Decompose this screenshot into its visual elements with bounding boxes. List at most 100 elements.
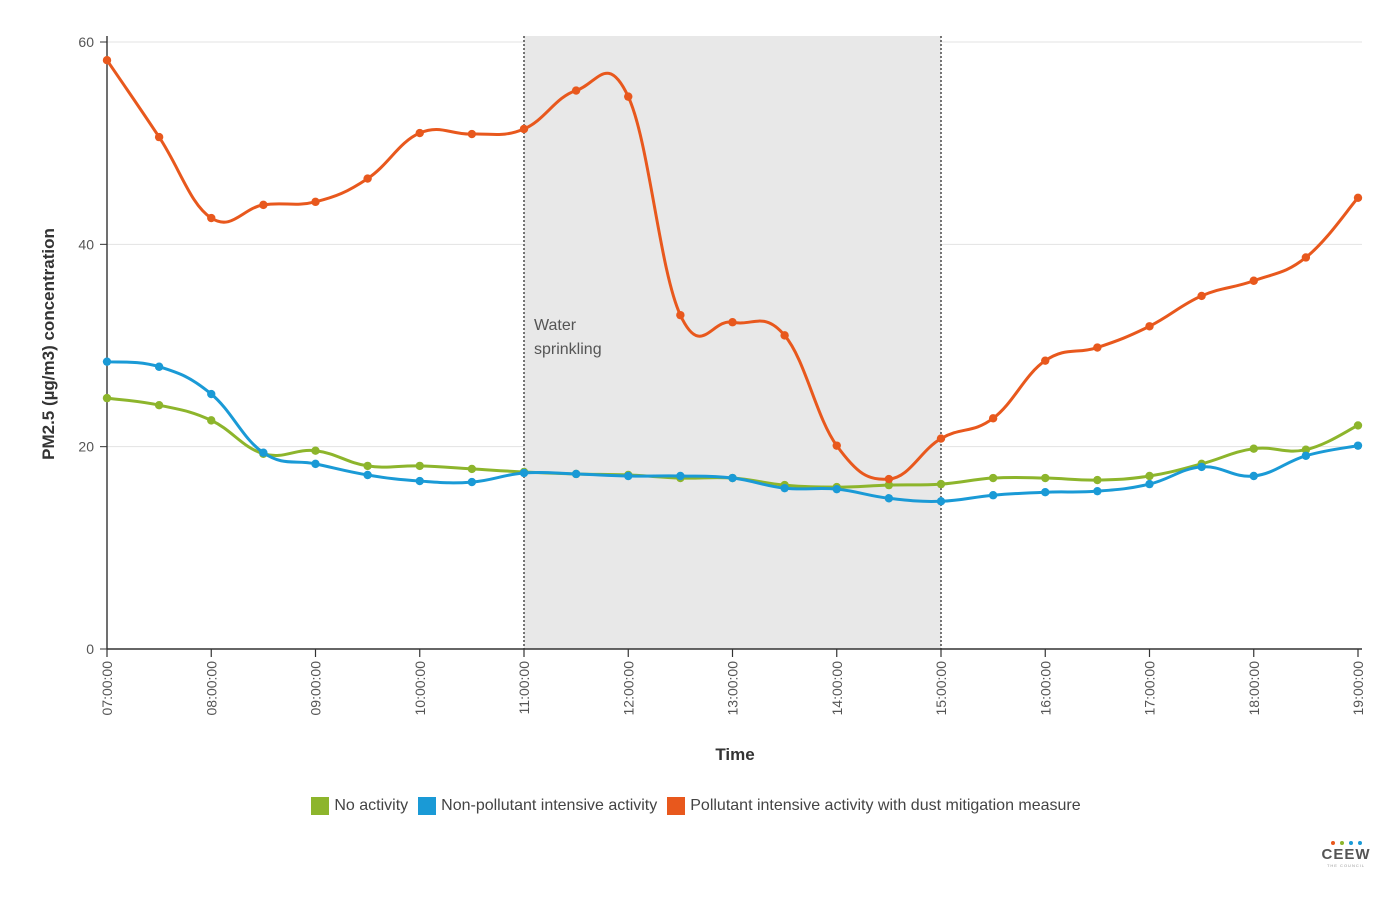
data-point-pollutant-intensive-activity-with-dust-mitigation-measure-11 — [676, 310, 685, 320]
data-point-non-pollutant-intensive-activity-2 — [207, 389, 216, 399]
legend-label: Non-pollutant intensive activity — [441, 797, 658, 814]
y-tick-label-40: 40 — [78, 236, 94, 252]
data-point-non-pollutant-intensive-activity-4 — [311, 459, 320, 469]
data-point-non-pollutant-intensive-activity-24 — [1353, 441, 1363, 450]
data-point-pollutant-intensive-activity-with-dust-mitigation-measure-1 — [154, 132, 164, 142]
data-point-pollutant-intensive-activity-with-dust-mitigation-measure-15 — [884, 474, 894, 484]
logo-dots — [1320, 841, 1372, 847]
band-label-line-1: sprinkling — [534, 341, 602, 358]
x-tick-label: 16:00:00 — [1037, 661, 1053, 716]
data-point-non-pollutant-intensive-activity-16 — [936, 497, 946, 506]
legend-label: Pollutant intensive activity with dust m… — [690, 797, 1081, 814]
data-point-pollutant-intensive-activity-with-dust-mitigation-measure-24 — [1353, 193, 1363, 202]
data-point-no-activity-18 — [1041, 473, 1050, 483]
data-point-pollutant-intensive-activity-with-dust-mitigation-measure-3 — [259, 200, 268, 210]
data-point-non-pollutant-intensive-activity-5 — [363, 470, 372, 480]
data-point-no-activity-24 — [1353, 421, 1363, 430]
series-lines — [102, 56, 1363, 506]
band-label: Water sprinkling — [534, 317, 602, 358]
data-point-non-pollutant-intensive-activity-7 — [467, 477, 477, 487]
axes: 0 20 40 60 07:00:00 08:00:00 09:00:00 10:00:00 1… — [78, 34, 1366, 716]
ceew-logo: CEEW THE COUNCIL — [1320, 841, 1372, 868]
series-non-pollutant-intensive-activity — [102, 357, 1363, 506]
data-point-pollutant-intensive-activity-with-dust-mitigation-measure-2 — [207, 213, 216, 223]
logo-dot-0 — [1330, 841, 1335, 845]
data-point-pollutant-intensive-activity-with-dust-mitigation-measure-17 — [988, 414, 998, 423]
x-tick-label: 17:00:00 — [1142, 661, 1158, 716]
y-tick-label-0: 0 — [86, 641, 94, 657]
water-sprinkling-band: Water sprinkling — [523, 36, 942, 649]
legend-swatch — [418, 797, 437, 815]
data-point-non-pollutant-intensive-activity-21 — [1197, 462, 1206, 472]
data-point-no-activity-0 — [102, 393, 112, 403]
y-tick-label-60: 60 — [78, 34, 94, 50]
chart: Water sprinkling 0 20 40 60 07:00:00 08:00:00 0… — [39, 34, 1366, 764]
x-tick-label: 07:00:00 — [99, 661, 115, 716]
data-point-no-activity-1 — [154, 400, 164, 410]
logo-dot-2 — [1348, 841, 1353, 845]
logo-dot-3 — [1357, 841, 1362, 845]
legend-label: No activity — [334, 797, 409, 814]
data-point-pollutant-intensive-activity-with-dust-mitigation-measure-5 — [363, 174, 372, 183]
logo-subtext: THE COUNCIL — [1326, 863, 1366, 868]
data-point-non-pollutant-intensive-activity-0 — [102, 357, 112, 366]
data-point-no-activity-22 — [1249, 444, 1258, 453]
data-point-non-pollutant-intensive-activity-6 — [415, 476, 424, 486]
data-point-no-activity-17 — [988, 473, 998, 483]
data-point-non-pollutant-intensive-activity-11 — [676, 471, 685, 481]
data-point-non-pollutant-intensive-activity-1 — [154, 362, 164, 371]
data-point-non-pollutant-intensive-activity-17 — [988, 491, 998, 500]
x-tick-label: 08:00:00 — [203, 661, 219, 716]
legend-item-no-activity[interactable]: No activity — [311, 797, 408, 815]
data-point-pollutant-intensive-activity-with-dust-mitigation-measure-14 — [832, 441, 841, 450]
data-point-pollutant-intensive-activity-with-dust-mitigation-measure-21 — [1197, 291, 1206, 301]
x-tick-label: 13:00:00 — [725, 661, 741, 716]
data-point-pollutant-intensive-activity-with-dust-mitigation-measure-13 — [780, 331, 789, 340]
data-point-pollutant-intensive-activity-with-dust-mitigation-measure-7 — [467, 129, 477, 139]
data-point-no-activity-4 — [311, 446, 320, 455]
series-pollutant-intensive-activity-with-dust-mitigation-measure — [102, 56, 1363, 484]
band-fill — [524, 36, 941, 649]
data-point-non-pollutant-intensive-activity-15 — [884, 494, 894, 503]
data-point-no-activity-5 — [363, 461, 372, 471]
legend-item-non-pollutant-intensive-activity[interactable]: Non-pollutant intensive activity — [418, 797, 657, 815]
data-point-non-pollutant-intensive-activity-3 — [259, 448, 268, 457]
data-point-pollutant-intensive-activity-with-dust-mitigation-measure-16 — [936, 434, 946, 443]
data-point-no-activity-7 — [467, 464, 477, 474]
data-point-pollutant-intensive-activity-with-dust-mitigation-measure-19 — [1093, 343, 1102, 352]
data-point-non-pollutant-intensive-activity-8 — [519, 468, 529, 478]
data-point-non-pollutant-intensive-activity-14 — [832, 484, 841, 494]
legend-swatch — [667, 797, 686, 815]
x-tick-label: 14:00:00 — [829, 661, 845, 716]
data-point-no-activity-2 — [207, 416, 216, 425]
y-axis-title: PM2.5 (µg/m3) concentration — [39, 228, 58, 460]
legend: No activity Non-pollutant intensive activ… — [0, 797, 1392, 815]
logo-text: CEEW — [1321, 846, 1371, 863]
legend-item-pollutant-intensive-activity-with-dust-mitigation-measure[interactable]: Pollutant intensive activity with dust m… — [667, 797, 1081, 815]
data-point-no-activity-23 — [1301, 445, 1311, 454]
x-tick-label: 11:00:00 — [516, 661, 532, 715]
data-point-pollutant-intensive-activity-with-dust-mitigation-measure-22 — [1249, 276, 1258, 285]
logo-dot-1 — [1339, 841, 1344, 845]
data-point-pollutant-intensive-activity-with-dust-mitigation-measure-6 — [415, 128, 424, 138]
x-axis-title: Time — [715, 745, 754, 764]
x-tick-label: 09:00:00 — [308, 661, 324, 716]
data-point-no-activity-15 — [884, 480, 894, 490]
data-point-non-pollutant-intensive-activity-13 — [780, 483, 789, 493]
data-point-non-pollutant-intensive-activity-22 — [1249, 471, 1258, 481]
data-point-no-activity-19 — [1093, 475, 1102, 485]
data-point-pollutant-intensive-activity-with-dust-mitigation-measure-18 — [1041, 356, 1050, 365]
data-point-non-pollutant-intensive-activity-18 — [1041, 487, 1050, 497]
data-point-non-pollutant-intensive-activity-12 — [728, 473, 737, 483]
data-point-pollutant-intensive-activity-with-dust-mitigation-measure-23 — [1301, 253, 1311, 262]
data-point-non-pollutant-intensive-activity-10 — [624, 471, 633, 481]
data-point-no-activity-16 — [936, 479, 946, 489]
data-point-non-pollutant-intensive-activity-23 — [1301, 451, 1311, 460]
x-tick-label: 19:00:00 — [1350, 661, 1366, 716]
data-point-pollutant-intensive-activity-with-dust-mitigation-measure-20 — [1145, 322, 1154, 331]
y-tick-label-20: 20 — [78, 439, 94, 455]
data-point-pollutant-intensive-activity-with-dust-mitigation-measure-4 — [311, 197, 320, 207]
data-point-no-activity-6 — [415, 461, 424, 471]
data-point-pollutant-intensive-activity-with-dust-mitigation-measure-10 — [624, 92, 633, 101]
data-point-pollutant-intensive-activity-with-dust-mitigation-measure-8 — [519, 124, 529, 134]
